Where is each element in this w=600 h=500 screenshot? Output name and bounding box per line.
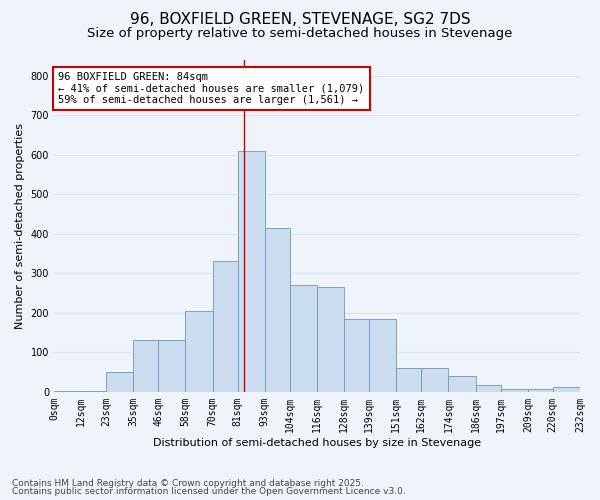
Bar	[212, 262, 238, 392]
Bar	[397, 368, 421, 392]
Text: Contains HM Land Registry data © Crown copyright and database right 2025.: Contains HM Land Registry data © Crown c…	[12, 478, 364, 488]
Bar	[133, 340, 158, 392]
Text: 96, BOXFIELD GREEN, STEVENAGE, SG2 7DS: 96, BOXFIELD GREEN, STEVENAGE, SG2 7DS	[130, 12, 470, 28]
Bar	[344, 319, 369, 392]
Y-axis label: Number of semi-detached properties: Number of semi-detached properties	[15, 123, 25, 329]
Bar	[158, 340, 185, 392]
Bar	[290, 285, 317, 392]
Text: Contains public sector information licensed under the Open Government Licence v3: Contains public sector information licen…	[12, 487, 406, 496]
Bar	[553, 386, 580, 392]
Bar	[528, 388, 553, 392]
Bar	[265, 228, 290, 392]
Bar	[421, 368, 448, 392]
Bar	[106, 372, 133, 392]
Bar	[317, 287, 344, 392]
Bar	[476, 384, 500, 392]
Bar	[500, 388, 528, 392]
Text: Size of property relative to semi-detached houses in Stevenage: Size of property relative to semi-detach…	[88, 28, 512, 40]
Bar	[185, 311, 212, 392]
Bar	[238, 151, 265, 392]
Bar	[448, 376, 476, 392]
X-axis label: Distribution of semi-detached houses by size in Stevenage: Distribution of semi-detached houses by …	[153, 438, 481, 448]
Bar	[54, 391, 81, 392]
Bar	[81, 390, 106, 392]
Bar	[369, 319, 397, 392]
Text: 96 BOXFIELD GREEN: 84sqm
← 41% of semi-detached houses are smaller (1,079)
59% o: 96 BOXFIELD GREEN: 84sqm ← 41% of semi-d…	[58, 72, 365, 105]
